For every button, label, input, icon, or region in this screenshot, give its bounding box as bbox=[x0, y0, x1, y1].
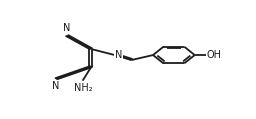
Text: N: N bbox=[115, 50, 122, 60]
Text: NH₂: NH₂ bbox=[74, 83, 93, 93]
Text: OH: OH bbox=[207, 50, 222, 60]
Text: N: N bbox=[63, 23, 70, 33]
Text: N: N bbox=[52, 81, 59, 91]
